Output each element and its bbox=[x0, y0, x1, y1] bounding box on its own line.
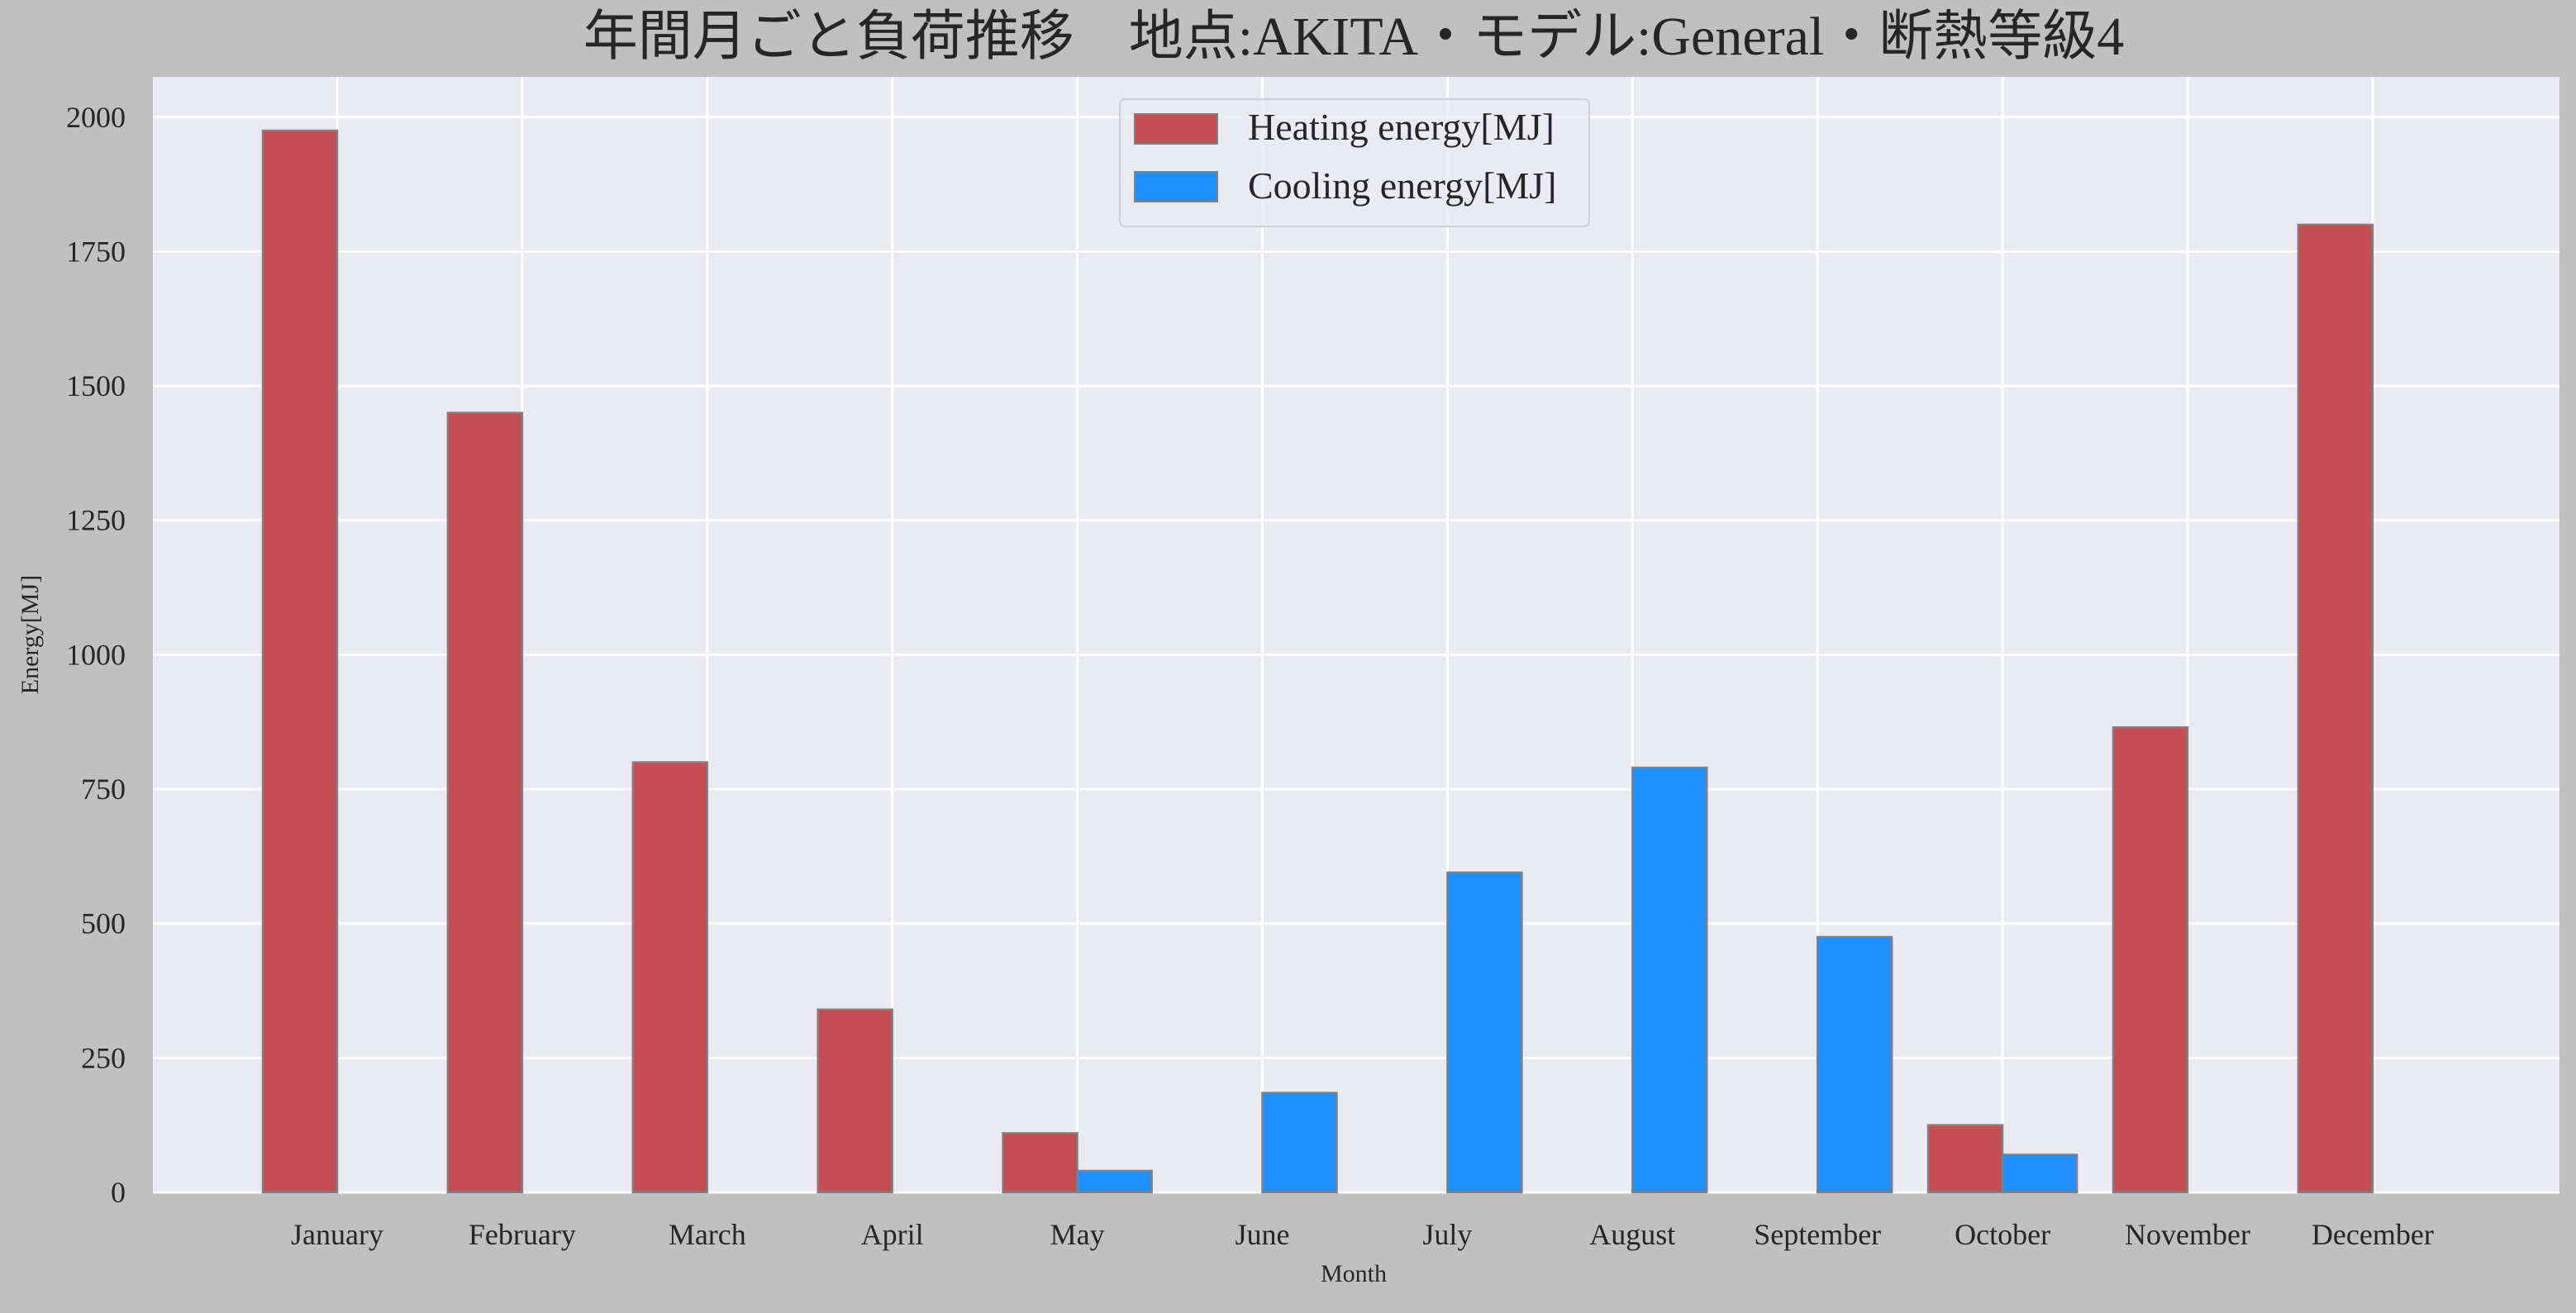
heating-bar-november bbox=[2112, 725, 2189, 1194]
y-axis-ticks: 0 250 500 750 1000 1250 1500 1750 2000 bbox=[66, 101, 126, 1209]
bars bbox=[261, 129, 2374, 1194]
heating-bar-march bbox=[631, 761, 709, 1194]
x-tick-label: February bbox=[469, 1218, 576, 1251]
heating-bar-february bbox=[446, 412, 524, 1194]
x-tick-label: September bbox=[1754, 1218, 1881, 1251]
legend-label-heating: Heating energy[MJ] bbox=[1248, 106, 1555, 148]
cooling-bar-may bbox=[1076, 1169, 1153, 1194]
y-tick-label: 1500 bbox=[66, 369, 126, 402]
x-tick-label: November bbox=[2125, 1218, 2250, 1251]
heating-bar-april bbox=[817, 1008, 893, 1194]
heating-bar-january bbox=[261, 129, 339, 1194]
y-tick-label: 1750 bbox=[66, 235, 126, 268]
x-tick-label: July bbox=[1422, 1218, 1472, 1251]
y-tick-label: 500 bbox=[81, 907, 126, 940]
y-tick-label: 750 bbox=[81, 773, 126, 806]
x-tick-label: April bbox=[861, 1218, 924, 1251]
legend-swatch-cooling bbox=[1134, 171, 1218, 202]
x-tick-label: June bbox=[1236, 1218, 1290, 1251]
legend-label-cooling: Cooling energy[MJ] bbox=[1248, 164, 1557, 207]
cooling-bar-june bbox=[1261, 1092, 1338, 1194]
cooling-bar-october bbox=[2001, 1154, 2078, 1194]
y-tick-label: 2000 bbox=[66, 101, 126, 134]
x-tick-label: March bbox=[669, 1218, 746, 1251]
y-tick-label: 250 bbox=[81, 1041, 126, 1074]
y-axis-label: Energy[MJ] bbox=[17, 575, 44, 694]
x-axis-ticks: January February March April May June July Augu… bbox=[291, 1218, 2434, 1251]
heating-bar-may bbox=[1002, 1132, 1078, 1194]
legend-swatch-heating bbox=[1134, 113, 1218, 145]
cooling-bar-august bbox=[1631, 766, 1708, 1194]
x-axis-label: Month bbox=[1321, 1260, 1387, 1287]
chart-title: 年間月ごと負荷推移 地点:AKITA・モデル:General・断熱等級4 bbox=[583, 7, 2125, 67]
y-tick-label: 0 bbox=[111, 1176, 126, 1209]
heating-bar-december bbox=[2297, 223, 2374, 1194]
y-tick-label: 1250 bbox=[66, 504, 126, 537]
legend-frame bbox=[1119, 98, 1590, 227]
x-tick-label: January bbox=[291, 1218, 383, 1251]
legend: Heating energy[MJ] Cooling energy[MJ] bbox=[1119, 98, 1590, 227]
x-tick-label: October bbox=[1955, 1218, 2050, 1251]
y-tick-label: 1000 bbox=[66, 638, 126, 671]
x-tick-label: August bbox=[1589, 1218, 1675, 1251]
x-tick-label: December bbox=[2312, 1218, 2434, 1251]
cooling-bar-july bbox=[1446, 871, 1523, 1194]
x-tick-label: May bbox=[1050, 1218, 1105, 1251]
cooling-bar-september bbox=[1816, 935, 1893, 1194]
heating-bar-october bbox=[1926, 1124, 2004, 1194]
